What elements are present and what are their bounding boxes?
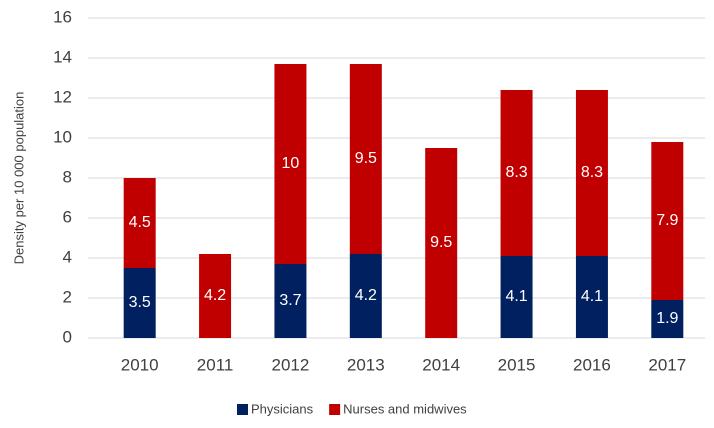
- y-tick-label: 10: [53, 127, 72, 146]
- bar-segment: [500, 256, 533, 338]
- bar-segment: [123, 268, 156, 338]
- bar-segment: [274, 64, 307, 264]
- data-label: 8.3: [505, 164, 527, 181]
- legend-swatch: [329, 404, 341, 415]
- y-tick-label: 4: [63, 247, 72, 266]
- x-tick-label: 2017: [648, 355, 686, 374]
- bar-segment: [123, 178, 156, 268]
- y-axis-label: Density per 10 000 population: [11, 92, 26, 265]
- data-label: 10: [282, 155, 300, 172]
- data-label: 8.3: [581, 164, 603, 181]
- bar-segment: [425, 148, 458, 338]
- data-label: 7.9: [656, 212, 678, 229]
- y-tick-label: 16: [53, 7, 72, 26]
- bar-segment: [575, 256, 608, 338]
- data-label: 3.5: [129, 294, 151, 311]
- y-tick-label: 8: [63, 167, 72, 186]
- bar-segment: [274, 264, 307, 338]
- data-label: 4.1: [581, 288, 603, 305]
- y-tick-label: 14: [53, 47, 72, 66]
- bar-segment: [575, 90, 608, 256]
- bar-segment: [651, 142, 684, 300]
- legend-label: Physicians: [251, 401, 314, 416]
- data-label: 4.2: [204, 287, 226, 304]
- data-label: 1.9: [656, 310, 678, 327]
- x-tick-label: 2016: [573, 355, 611, 374]
- y-tick-label: 2: [63, 287, 72, 306]
- data-label: 3.7: [279, 292, 301, 309]
- bar-segment: [500, 90, 533, 256]
- legend-swatch: [237, 404, 248, 415]
- x-tick-label: 2013: [347, 355, 385, 374]
- legend-label: Nurses and midwives: [343, 401, 467, 416]
- x-tick-label: 2014: [422, 355, 460, 374]
- data-label: 9.5: [355, 150, 377, 167]
- data-label: 4.2: [355, 287, 377, 304]
- data-label: 4.1: [505, 288, 527, 305]
- x-tick-label: 2010: [121, 355, 159, 374]
- bar-segment: [349, 254, 382, 338]
- bar-segment: [651, 300, 684, 338]
- y-tick-label: 6: [63, 207, 72, 226]
- x-tick-label: 2012: [272, 355, 310, 374]
- data-label: 9.5: [430, 234, 452, 251]
- y-tick-label: 12: [53, 87, 72, 106]
- bar-segment: [199, 254, 232, 338]
- y-tick-label: 0: [63, 327, 72, 346]
- bar-segment: [349, 64, 382, 254]
- x-tick-label: 2015: [498, 355, 536, 374]
- data-label: 4.5: [129, 214, 151, 231]
- x-tick-label: 2011: [197, 355, 234, 374]
